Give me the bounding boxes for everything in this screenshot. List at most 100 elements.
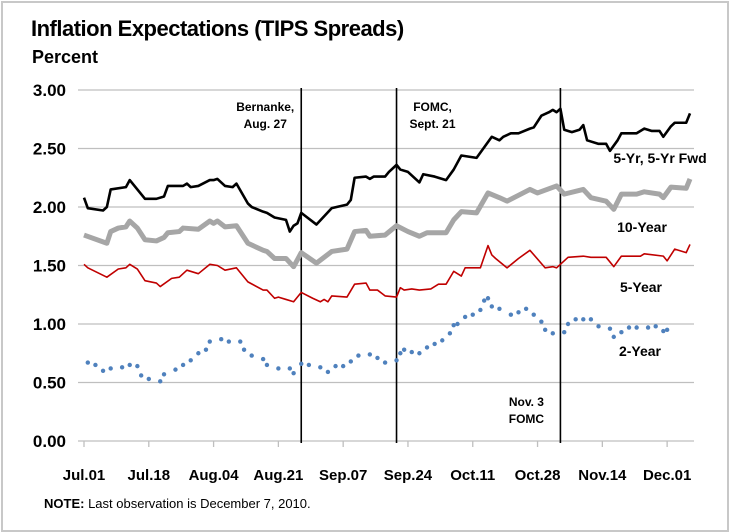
series-2-year-point xyxy=(508,312,514,317)
series-2-year-point xyxy=(356,353,361,358)
series-2-year-point xyxy=(173,367,178,372)
series-2-year-point xyxy=(523,306,529,311)
series-2-year-point xyxy=(447,331,453,336)
x-tick-label: Sep.24 xyxy=(384,467,433,484)
series-2-year-point xyxy=(401,347,407,352)
event-label: Sept. 21 xyxy=(410,117,456,131)
series-2-year-point xyxy=(451,322,456,328)
x-tick-label: Nov.14 xyxy=(578,467,627,484)
series-2-year-point xyxy=(478,307,483,313)
series-2-year-point xyxy=(565,321,571,327)
series-2-year-point xyxy=(462,314,468,320)
series-2-year-point xyxy=(489,304,495,309)
series-2-year-point xyxy=(581,317,586,322)
series-2-year-point xyxy=(516,310,521,315)
series-2-year-point xyxy=(241,347,247,352)
event-label: Bernanke, xyxy=(236,100,294,114)
series-2-year-point xyxy=(180,362,186,368)
series-2-year-point xyxy=(348,359,353,364)
series-2-year-point xyxy=(398,351,403,356)
series-2-year-point xyxy=(417,351,422,356)
series-2-year-point xyxy=(382,360,388,365)
series-2-year-point xyxy=(100,368,106,373)
series-2-year-point xyxy=(93,362,98,368)
y-tick-label: 0.00 xyxy=(33,432,66,451)
event-label: FOMC, xyxy=(413,100,452,114)
series-2-year-point xyxy=(203,347,209,352)
series-2-year-point xyxy=(440,338,445,343)
chart-title: Inflation Expectations (TIPS Spreads) xyxy=(31,16,404,41)
series-2-year-point xyxy=(119,365,125,370)
series-2-year-point xyxy=(596,324,601,329)
series-2-year-point xyxy=(264,362,270,368)
x-tick-label: Sep.07 xyxy=(319,467,367,484)
series-2-year-point xyxy=(85,360,91,365)
series-2-year-point xyxy=(626,325,632,330)
series-2-year-point xyxy=(424,345,430,350)
series-2-year-point xyxy=(550,331,555,336)
event-label: Aug. 27 xyxy=(244,117,288,131)
series-2-year-point xyxy=(470,312,475,317)
series-2-year-point xyxy=(260,356,266,362)
note-text: Last observation is December 7, 2010. xyxy=(84,496,311,511)
y-tick-label: 3.00 xyxy=(33,81,66,100)
series-label: 10-Year xyxy=(617,219,667,235)
event-label: FOMC xyxy=(509,412,545,426)
x-tick-label: Oct.11 xyxy=(450,467,495,484)
series-2-year-point xyxy=(238,339,243,344)
series-2-year-point xyxy=(562,329,567,335)
series-2-year-point xyxy=(249,353,254,358)
series-2-year-point xyxy=(653,324,658,329)
series-2-year-point xyxy=(219,337,224,342)
y-tick-label: 1.50 xyxy=(33,257,66,276)
series-label: 2-Year xyxy=(619,343,662,359)
series-2-year-point xyxy=(158,379,163,384)
event-label: Nov. 3 xyxy=(509,395,544,409)
series-2-year-point xyxy=(394,358,399,363)
series-line-10-year xyxy=(83,177,693,270)
series-2-year-point xyxy=(287,366,293,371)
series-2-year-point xyxy=(108,366,113,371)
series-2-year-point xyxy=(409,349,414,355)
series-2-year-point xyxy=(611,334,616,340)
series-2-year-point xyxy=(542,327,548,333)
series-line-5-year xyxy=(83,244,691,303)
series-label: 5-Year xyxy=(620,279,663,295)
series-2-year-point xyxy=(276,366,281,371)
x-tick-label: Dec.01 xyxy=(643,467,691,484)
series-2-year-point xyxy=(455,321,460,327)
series-2-year-point xyxy=(135,363,140,369)
series-2-year-point xyxy=(531,312,536,317)
series-2-year-point xyxy=(497,306,502,311)
series-2-year-point xyxy=(207,339,212,344)
series-2-year-point xyxy=(299,361,304,366)
series-2-year-point xyxy=(588,317,594,322)
series-2-year-point xyxy=(661,328,666,334)
series-2-year-point xyxy=(432,341,437,347)
series-2-year-point xyxy=(196,351,201,356)
y-tick-label: 2.50 xyxy=(33,140,66,159)
x-tick-label: Aug.21 xyxy=(253,467,303,484)
y-axis-unit-label: Percent xyxy=(32,47,99,67)
series-2-year-point xyxy=(619,329,624,335)
y-tick-label: 1.00 xyxy=(33,315,66,334)
series-2-year-point xyxy=(607,326,613,331)
series-label: 5-Yr, 5-Yr Fwd xyxy=(613,150,706,166)
series-line-5-yr-5-yr-fwd xyxy=(82,107,692,233)
series-2-year-point xyxy=(634,325,639,330)
chart-note: NOTE: Last observation is December 7, 20… xyxy=(44,496,311,511)
series-2-year-point xyxy=(318,365,323,370)
series-2-year-point xyxy=(161,372,167,377)
x-tick-label: Jul.01 xyxy=(63,467,106,484)
series-2-year-point xyxy=(138,373,144,378)
series-2-year-point xyxy=(146,376,151,382)
series-2-year-point xyxy=(226,339,232,344)
series-2-year-point xyxy=(481,298,487,303)
series-2-year-point xyxy=(645,325,651,330)
series-2-year-point xyxy=(188,358,193,363)
y-tick-label: 0.50 xyxy=(33,374,66,393)
series-2-year-point xyxy=(291,370,296,376)
